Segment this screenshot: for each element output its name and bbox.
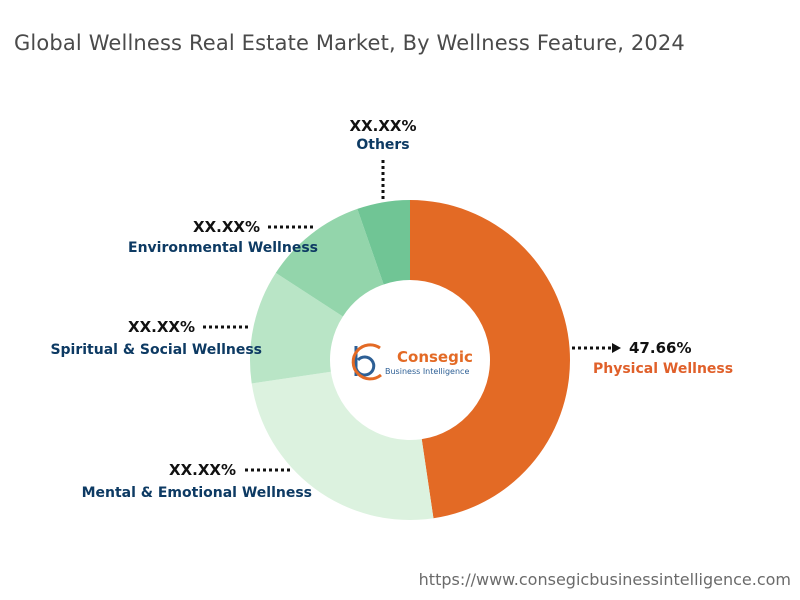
chart-title: Global Wellness Real Estate Market, By W… — [14, 31, 685, 55]
value-label-others: XX.XX% — [350, 117, 417, 135]
value-label-spiritual-social-wellness: XX.XX% — [128, 318, 195, 336]
arrow-icon — [612, 343, 621, 353]
consegic-logo-icon — [351, 343, 382, 381]
donut-slices — [249, 200, 570, 520]
value-label-physical-wellness: 47.66% — [629, 339, 691, 357]
category-label-mental-emotional-wellness: Mental & Emotional Wellness — [82, 485, 312, 501]
value-label-environmental-wellness: XX.XX% — [193, 218, 260, 236]
logo-tagline: Business Intelligence — [385, 367, 469, 376]
category-label-others: Others — [356, 137, 409, 153]
footer-url[interactable]: https://www.consegicbusinessintelligence… — [418, 570, 791, 589]
category-label-spiritual-social-wellness: Spiritual & Social Wellness — [50, 342, 262, 358]
logo-name: Consegic — [397, 348, 473, 366]
slice-environmental-wellness — [275, 208, 384, 317]
value-label-mental-emotional-wellness: XX.XX% — [169, 461, 236, 479]
leader-lines — [203, 160, 621, 472]
category-label-environmental-wellness: Environmental Wellness — [128, 240, 318, 256]
slice-physical-wellness — [410, 200, 570, 519]
slice-spiritual-social-wellness — [249, 272, 343, 384]
slice-mental-emotional-wellness — [251, 371, 434, 520]
slice-others — [357, 200, 410, 285]
category-label-physical-wellness: Physical Wellness — [593, 361, 733, 377]
center-logo: Consegic Business Intelligence — [351, 343, 473, 381]
segment-labels: 47.66% Physical Wellness XX.XX% Mental & Em… — [50, 117, 733, 501]
